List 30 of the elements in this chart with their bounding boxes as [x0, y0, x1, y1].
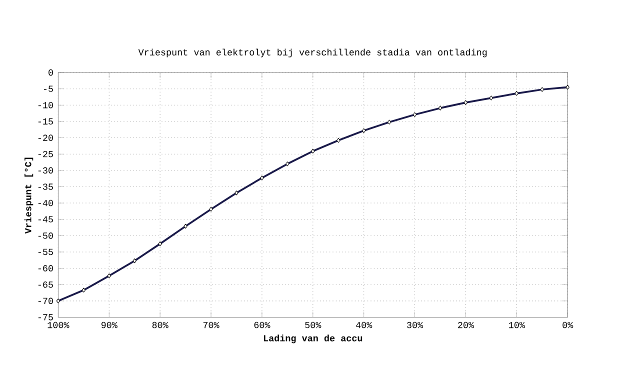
y-tick-label: -20: [38, 134, 53, 141]
x-tick-label: 70%: [203, 322, 220, 328]
y-tick-label: -40: [38, 200, 53, 206]
y-tick-label: -30: [38, 167, 53, 174]
x-tick-label: 90%: [101, 322, 118, 328]
x-tick-label: 30%: [407, 322, 424, 328]
x-tick-label: 80%: [152, 322, 168, 328]
x-tick-label: 60%: [254, 322, 270, 328]
x-tick-label: 40%: [356, 322, 372, 328]
y-tick-label: 0: [48, 69, 53, 76]
y-tick-label: -65: [38, 281, 53, 288]
y-tick-label: -10: [38, 102, 53, 108]
x-tick-label: 10%: [509, 322, 525, 328]
chart-title: Vriespunt van elektrolyt bij verschillende stadia van ontlading: [138, 48, 487, 58]
x-tick-label: 20%: [458, 322, 474, 328]
y-tick-label: -25: [38, 150, 53, 158]
y-tick-label: -5: [44, 86, 53, 92]
y-tick-label: -75: [38, 314, 53, 320]
y-tick-label: -45: [38, 216, 53, 222]
y-tick-label: -15: [38, 118, 53, 125]
y-tick-label: -35: [38, 184, 53, 190]
x-tick-label: 100%: [48, 322, 70, 328]
y-tick-label: -50: [38, 232, 53, 239]
x-tick-label: 50%: [305, 322, 322, 328]
y-tick-label: -60: [38, 265, 53, 272]
y-tick-label: -55: [38, 248, 53, 256]
y-axis-title: Vriespunt [°C]: [24, 158, 34, 234]
x-tick-label: 0%: [562, 322, 574, 328]
y-tick-label: -70: [38, 298, 53, 304]
x-axis-title: Lading van de accu: [264, 334, 362, 344]
